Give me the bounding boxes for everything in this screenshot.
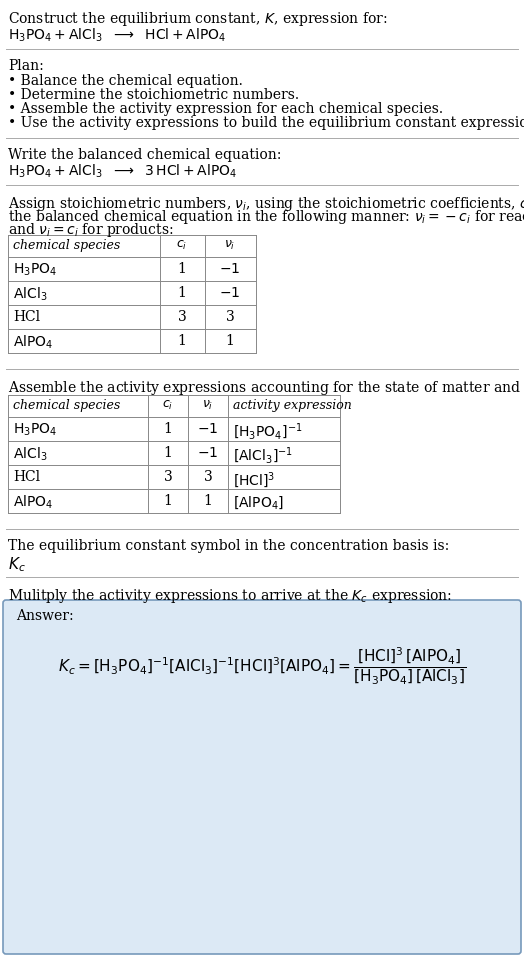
Text: $\mathrm{H_3PO_4 + AlCl_3}$  $\longrightarrow$  $\mathrm{3\,HCl + AlPO_4}$: $\mathrm{H_3PO_4 + AlCl_3}$ $\longrighta… — [8, 163, 237, 181]
Text: chemical species: chemical species — [13, 239, 120, 252]
Text: Write the balanced chemical equation:: Write the balanced chemical equation: — [8, 148, 281, 162]
Text: $-1$: $-1$ — [198, 422, 219, 436]
Text: 3: 3 — [204, 470, 212, 484]
Text: and $\nu_i = c_i$ for products:: and $\nu_i = c_i$ for products: — [8, 221, 173, 239]
Text: $c_i$: $c_i$ — [177, 239, 188, 252]
Text: $-1$: $-1$ — [198, 446, 219, 460]
Text: HCl: HCl — [13, 470, 40, 484]
Text: the balanced chemical equation in the following manner: $\nu_i = -c_i$ for react: the balanced chemical equation in the fo… — [8, 208, 524, 226]
Text: 1: 1 — [225, 334, 234, 348]
Text: 3: 3 — [226, 310, 234, 324]
Text: $[\mathrm{HCl}]^3$: $[\mathrm{HCl}]^3$ — [233, 470, 275, 490]
Text: • Determine the stoichiometric numbers.: • Determine the stoichiometric numbers. — [8, 88, 299, 102]
Text: 3: 3 — [178, 310, 187, 324]
Text: $-1$: $-1$ — [220, 262, 241, 276]
Text: $[\mathrm{AlCl_3}]^{-1}$: $[\mathrm{AlCl_3}]^{-1}$ — [233, 446, 293, 466]
Text: $[\mathrm{AlPO_4}]$: $[\mathrm{AlPO_4}]$ — [233, 494, 284, 511]
Text: 1: 1 — [178, 286, 187, 300]
Text: $[\mathrm{H_3PO_4}]^{-1}$: $[\mathrm{H_3PO_4}]^{-1}$ — [233, 422, 302, 442]
Text: • Assemble the activity expression for each chemical species.: • Assemble the activity expression for e… — [8, 102, 443, 116]
Text: $\nu_i$: $\nu_i$ — [202, 399, 214, 412]
Text: $\mathrm{AlCl_3}$: $\mathrm{AlCl_3}$ — [13, 446, 47, 463]
Text: $\nu_i$: $\nu_i$ — [224, 239, 236, 252]
Text: Mulitply the activity expressions to arrive at the $K_c$ expression:: Mulitply the activity expressions to arr… — [8, 587, 452, 605]
Text: 3: 3 — [163, 470, 172, 484]
Text: $\mathrm{AlPO_4}$: $\mathrm{AlPO_4}$ — [13, 334, 53, 351]
Text: 1: 1 — [163, 446, 172, 460]
Text: $\mathrm{AlPO_4}$: $\mathrm{AlPO_4}$ — [13, 494, 53, 511]
Text: Plan:: Plan: — [8, 59, 43, 73]
Text: 1: 1 — [178, 262, 187, 276]
Text: Construct the equilibrium constant, $K$, expression for:: Construct the equilibrium constant, $K$,… — [8, 10, 388, 28]
Text: Assign stoichiometric numbers, $\nu_i$, using the stoichiometric coefficients, $: Assign stoichiometric numbers, $\nu_i$, … — [8, 195, 524, 213]
Text: $\mathrm{H_3PO_4}$: $\mathrm{H_3PO_4}$ — [13, 262, 57, 278]
Text: • Balance the chemical equation.: • Balance the chemical equation. — [8, 74, 243, 88]
Text: Assemble the activity expressions accounting for the state of matter and $\nu_i$: Assemble the activity expressions accoun… — [8, 379, 524, 397]
Text: $\mathrm{AlCl_3}$: $\mathrm{AlCl_3}$ — [13, 286, 47, 303]
Text: The equilibrium constant symbol in the concentration basis is:: The equilibrium constant symbol in the c… — [8, 539, 449, 553]
Text: $c_i$: $c_i$ — [162, 399, 173, 412]
Text: chemical species: chemical species — [13, 399, 120, 412]
Text: 1: 1 — [203, 494, 212, 508]
Text: activity expression: activity expression — [233, 399, 352, 412]
FancyBboxPatch shape — [3, 600, 521, 954]
Text: 1: 1 — [178, 334, 187, 348]
Text: $-1$: $-1$ — [220, 286, 241, 300]
Text: 1: 1 — [163, 494, 172, 508]
Text: $\mathrm{H_3PO_4 + AlCl_3}$  $\longrightarrow$  $\mathrm{HCl + AlPO_4}$: $\mathrm{H_3PO_4 + AlCl_3}$ $\longrighta… — [8, 27, 226, 44]
Text: Answer:: Answer: — [16, 609, 74, 623]
Text: $K_c$: $K_c$ — [8, 555, 26, 573]
Text: $\mathrm{H_3PO_4}$: $\mathrm{H_3PO_4}$ — [13, 422, 57, 438]
Text: • Use the activity expressions to build the equilibrium constant expression.: • Use the activity expressions to build … — [8, 116, 524, 130]
Text: $K_c = [\mathrm{H_3PO_4}]^{-1}[\mathrm{AlCl_3}]^{-1}[\mathrm{HCl}]^3[\mathrm{AlP: $K_c = [\mathrm{H_3PO_4}]^{-1}[\mathrm{A… — [58, 645, 466, 686]
Text: 1: 1 — [163, 422, 172, 436]
Text: HCl: HCl — [13, 310, 40, 324]
